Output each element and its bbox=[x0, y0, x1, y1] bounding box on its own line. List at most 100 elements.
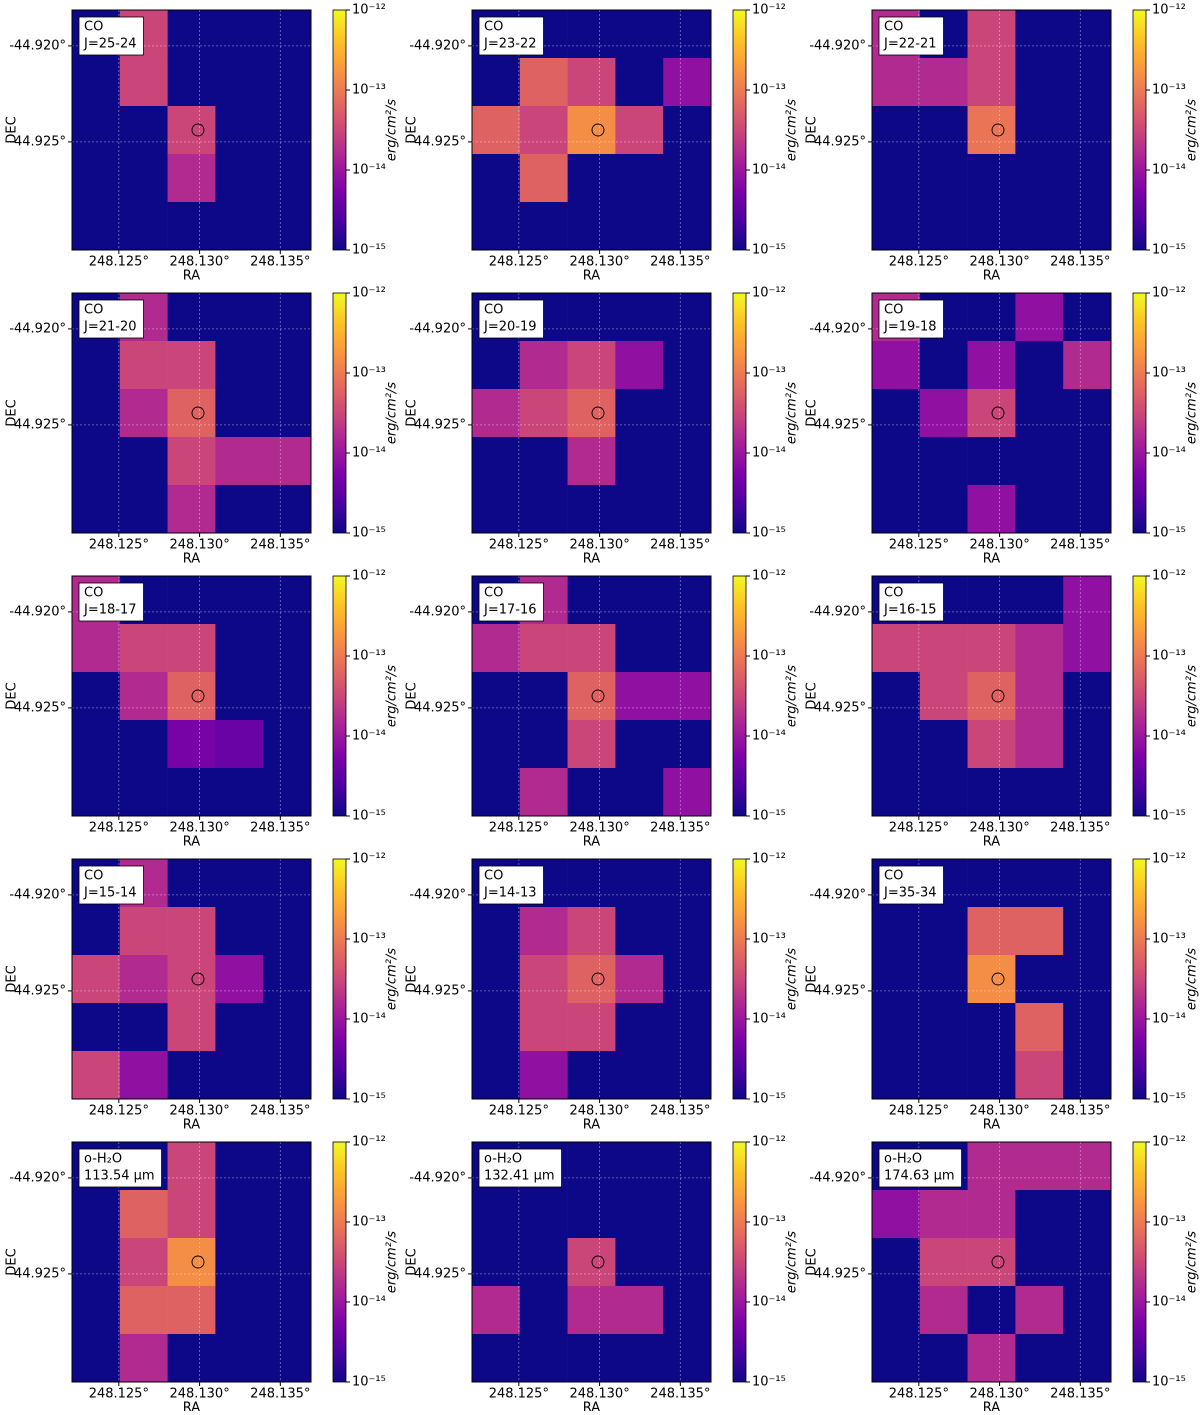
heatmap-cell bbox=[472, 1238, 521, 1287]
heatmap-cell bbox=[919, 485, 968, 534]
colorbar-tick-label: 10⁻¹² bbox=[1152, 569, 1186, 584]
heatmap-cell bbox=[872, 485, 921, 534]
x-tick-label: 248.130° bbox=[569, 538, 629, 553]
heatmap-cell bbox=[72, 106, 121, 155]
heatmap-cell bbox=[1063, 1003, 1112, 1052]
panel-label: CO bbox=[84, 869, 103, 884]
colorbar-tick-label: 10⁻¹² bbox=[1152, 1135, 1186, 1150]
x-tick-label: 248.125° bbox=[89, 1387, 149, 1402]
y-axis-label: DEC bbox=[405, 682, 420, 709]
heatmap-cell bbox=[567, 485, 616, 534]
heatmap-cell bbox=[1015, 154, 1064, 203]
heatmap-cell bbox=[215, 293, 264, 342]
colorbar-tick-label: 10⁻¹⁵ bbox=[752, 1375, 786, 1390]
colorbar-tick-label: 10⁻¹³ bbox=[1152, 366, 1186, 381]
heatmap-cell bbox=[72, 672, 121, 721]
heatmap-cell bbox=[872, 1238, 921, 1287]
heatmap-cell bbox=[215, 1142, 264, 1191]
heatmap-cell bbox=[872, 1190, 921, 1239]
heatmap-cell bbox=[1015, 341, 1064, 390]
heatmap-cell bbox=[967, 1051, 1016, 1100]
panel-label: CO bbox=[484, 303, 503, 318]
heatmap-cell bbox=[615, 389, 664, 438]
x-tick-label: 248.135° bbox=[1050, 821, 1110, 836]
heatmap-cell bbox=[1063, 1286, 1112, 1335]
heatmap-cell bbox=[215, 624, 264, 673]
heatmap-cell bbox=[263, 907, 312, 956]
colorbar bbox=[1132, 292, 1147, 534]
heatmap-cell bbox=[119, 955, 168, 1004]
heatmap-cell bbox=[567, 1190, 616, 1239]
y-axis-label: DEC bbox=[5, 682, 20, 709]
colorbar bbox=[332, 292, 347, 534]
x-tick-label: 248.135° bbox=[650, 255, 710, 270]
x-axis-label: RA bbox=[983, 1401, 1001, 1412]
y-tick-label: -44.925° bbox=[409, 1266, 466, 1281]
source-marker bbox=[191, 689, 205, 703]
heatmap-cell bbox=[967, 485, 1016, 534]
panel: 248.125° 248.130° 248.135° -44.920° -44.925°… bbox=[405, 569, 800, 850]
heatmap-cell bbox=[1015, 624, 1064, 673]
x-tick-label: 248.135° bbox=[650, 821, 710, 836]
heatmap-cell bbox=[1063, 10, 1112, 59]
panel-label: 174.63 μm bbox=[884, 1169, 955, 1184]
colorbar-tick-label: 10⁻¹⁵ bbox=[752, 809, 786, 824]
source-marker bbox=[591, 1255, 605, 1269]
colorbar-tick-label: 10⁻¹⁴ bbox=[352, 1012, 386, 1027]
heatmap-cell bbox=[119, 672, 168, 721]
heatmap-cell bbox=[472, 485, 521, 534]
heatmap-cell bbox=[663, 1051, 712, 1100]
heatmap-cell bbox=[615, 672, 664, 721]
heatmap-cell bbox=[967, 768, 1016, 817]
source-marker bbox=[191, 1255, 205, 1269]
colorbar-tick-label: 10⁻¹³ bbox=[1152, 649, 1186, 664]
x-tick-label: 248.130° bbox=[169, 255, 229, 270]
heatmap-cell bbox=[72, 58, 121, 107]
heatmap-cell bbox=[1015, 859, 1064, 908]
heatmap-cell bbox=[919, 955, 968, 1004]
heatmap-cell bbox=[519, 1286, 568, 1335]
panel-label: CO bbox=[484, 586, 503, 601]
panel-label: CO bbox=[84, 303, 103, 318]
panel-label: o-H₂O bbox=[484, 1152, 522, 1167]
heatmap-cell bbox=[472, 624, 521, 673]
colorbar-tick-label: 10⁻¹³ bbox=[352, 932, 386, 947]
axes-frame bbox=[471, 292, 712, 534]
heatmap-cell bbox=[567, 293, 616, 342]
heatmap-cell bbox=[167, 576, 216, 625]
y-axis-label: DEC bbox=[405, 965, 420, 992]
source-marker bbox=[991, 1255, 1005, 1269]
axes-frame bbox=[71, 575, 312, 817]
heatmap-cell bbox=[72, 485, 121, 534]
colorbar-label: erg/cm²/s bbox=[785, 1231, 800, 1293]
heatmap-cell bbox=[663, 1190, 712, 1239]
heatmap-cell bbox=[1063, 672, 1112, 721]
heatmap-cell bbox=[615, 1190, 664, 1239]
heatmap-cell bbox=[967, 341, 1016, 390]
colorbar bbox=[732, 292, 747, 534]
heatmap-cell bbox=[615, 1334, 664, 1383]
colorbar-tick-label: 10⁻¹⁴ bbox=[352, 1295, 386, 1310]
source-marker bbox=[591, 972, 605, 986]
y-tick-label: -44.925° bbox=[409, 983, 466, 998]
heatmap-cell bbox=[615, 485, 664, 534]
y-tick-label: -44.920° bbox=[409, 604, 466, 619]
heatmap-cell bbox=[472, 955, 521, 1004]
y-axis-label: DEC bbox=[805, 682, 820, 709]
heatmap-cell bbox=[663, 624, 712, 673]
heatmap-cell bbox=[215, 1286, 264, 1335]
heatmap-cell bbox=[1015, 1051, 1064, 1100]
axes-frame bbox=[871, 858, 1112, 1100]
heatmap-cell bbox=[263, 1051, 312, 1100]
heatmap-cell bbox=[967, 1334, 1016, 1383]
colorbar-tick-label: 10⁻¹⁴ bbox=[752, 163, 786, 178]
colorbar-tick-label: 10⁻¹² bbox=[752, 1135, 786, 1150]
heatmap-cell bbox=[519, 154, 568, 203]
y-tick-label: -44.920° bbox=[409, 887, 466, 902]
axes-frame bbox=[71, 292, 312, 534]
y-tick-label: -44.920° bbox=[9, 887, 66, 902]
heatmap-cell bbox=[72, 624, 121, 673]
heatmap-cell bbox=[1015, 576, 1064, 625]
axes-frame bbox=[871, 575, 1112, 817]
heatmap-cell bbox=[263, 154, 312, 203]
